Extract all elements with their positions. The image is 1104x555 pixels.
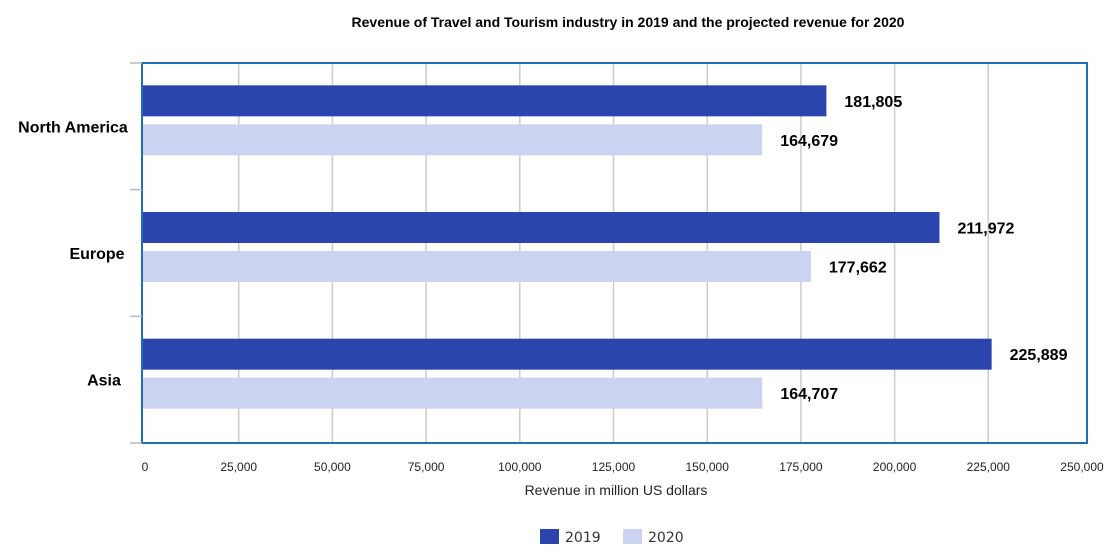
x-tick-label-8: 200,000 — [873, 460, 917, 474]
x-tick-label-6: 150,000 — [686, 460, 730, 474]
chart-title: Revenue of Travel and Tourism industry i… — [352, 14, 905, 30]
legend-label-2020[interactable]: 2020 — [648, 530, 684, 546]
bar-north-america-2020[interactable] — [142, 124, 763, 156]
legend-swatch-2020[interactable] — [623, 529, 642, 544]
x-tick-label-2: 50,000 — [314, 460, 351, 474]
data-label-asia-2020: 164,707 — [780, 386, 838, 403]
y-axis-ticks — [130, 62, 142, 444]
bars — [142, 85, 992, 409]
legend-label-2019[interactable]: 2019 — [565, 530, 601, 546]
category-label-europe: Europe — [69, 246, 124, 263]
bar-europe-2019[interactable] — [142, 212, 940, 243]
x-tick-label-7: 175,000 — [779, 460, 823, 474]
x-tick-label-4: 100,000 — [498, 460, 542, 474]
category-label-asia: Asia — [87, 373, 121, 390]
legend-swatch-2019[interactable] — [540, 529, 559, 544]
x-tick-label-9: 225,000 — [967, 460, 1011, 474]
data-labels: 181,805 164,679 211,972 177,662 225,889 164,7… — [780, 94, 1067, 403]
data-label-north-america-2019: 181,805 — [844, 94, 902, 111]
legend: 2019 2020 — [540, 529, 684, 546]
x-tick-label-3: 75,000 — [408, 460, 445, 474]
bar-north-america-2019[interactable] — [142, 85, 827, 117]
bar-asia-2019[interactable] — [142, 338, 992, 370]
x-tick-label-0: 0 — [142, 460, 149, 474]
bar-europe-2020[interactable] — [142, 251, 811, 282]
x-tick-label-1: 25,000 — [220, 460, 257, 474]
category-labels: North America Europe Asia — [18, 119, 128, 389]
bar-asia-2020[interactable] — [142, 377, 763, 409]
data-label-north-america-2020: 164,679 — [780, 133, 838, 150]
x-tick-label-5: 125,000 — [592, 460, 636, 474]
x-axis-tick-labels: 0 25,000 50,000 75,000 100,000 125,000 150,000… — [142, 460, 1104, 474]
category-label-north-america: North America — [18, 119, 128, 136]
plot-frame — [141, 62, 1088, 444]
data-label-asia-2019: 225,889 — [1010, 347, 1068, 364]
x-tick-label-10: 250,000 — [1060, 460, 1104, 474]
data-label-europe-2019: 211,972 — [957, 221, 1014, 238]
data-label-europe-2020: 177,662 — [829, 260, 887, 277]
x-axis-title: Revenue in million US dollars — [525, 482, 708, 498]
